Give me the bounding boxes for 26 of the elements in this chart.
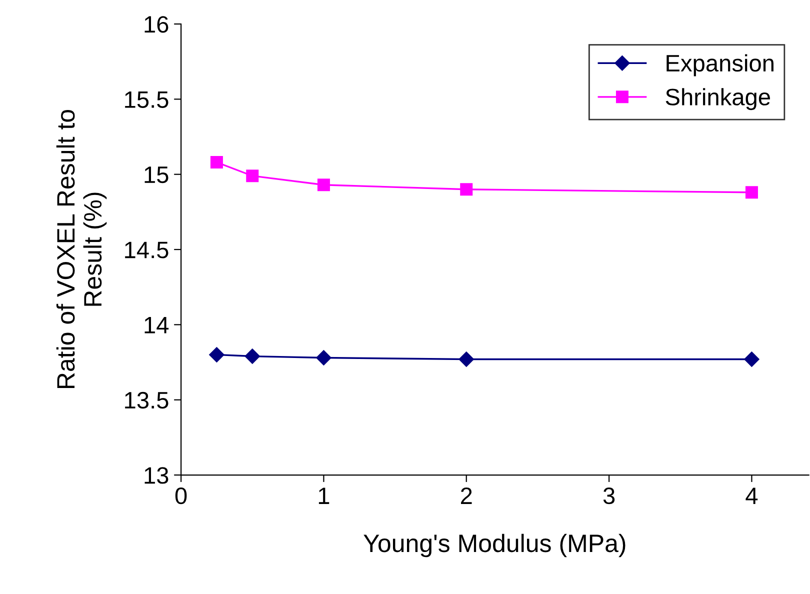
x-tick-label: 1 [318, 488, 330, 504]
x-tick-label: 3 [603, 487, 615, 504]
y-tick-label: 15 [144, 166, 168, 184]
x-tick-label: 2 [461, 487, 472, 504]
point [210, 156, 223, 169]
y-tick-label: 14 [144, 316, 169, 334]
legend-label: Shrinkage [666, 88, 770, 110]
point [246, 170, 259, 182]
y-tick-label: 16 [144, 16, 168, 33]
point [458, 352, 474, 367]
point [209, 347, 224, 362]
x-axis-title: Young's Modulus (MPa) [364, 534, 626, 558]
y-tick-label: 13 [144, 467, 168, 484]
x-tick-label: 4 [746, 488, 758, 504]
y-tick-label: 13.5 [125, 392, 168, 409]
y-tick-label: 14.5 [125, 242, 168, 258]
point [244, 348, 260, 364]
point [317, 178, 330, 192]
y-axis-title: Ratio of VOXEL Result to Result (%) [56, 110, 107, 388]
y-tick-label: 15.5 [125, 91, 168, 108]
x-tick-label: 0 [175, 487, 187, 504]
point [316, 350, 332, 366]
point [460, 183, 473, 196]
point [745, 186, 758, 199]
point [744, 352, 760, 367]
legend-label: Expansion [666, 54, 774, 76]
